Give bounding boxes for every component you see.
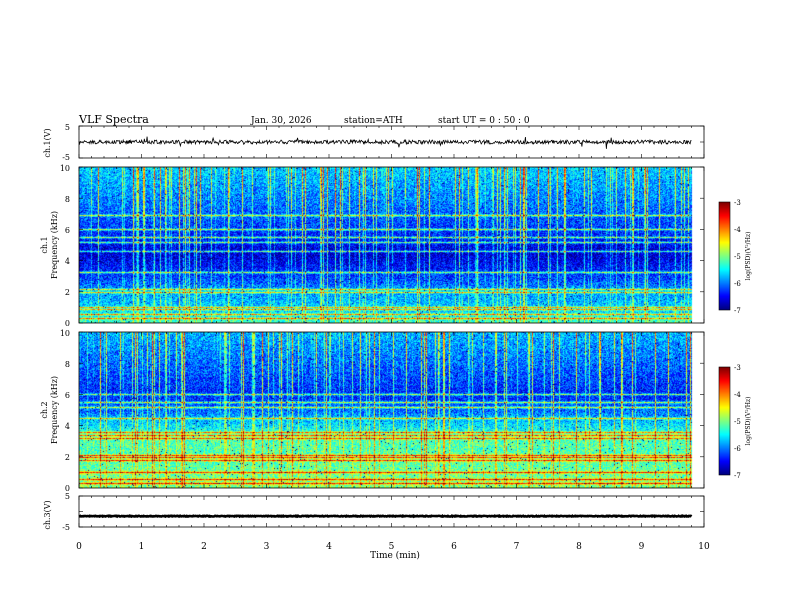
ch2-spectrogram-ticks	[78, 331, 705, 489]
ch1-spectrogram-ylabel-frequency: Frequency (kHz)	[50, 211, 59, 279]
ch1-colorbar-tick-minus4: -4	[734, 226, 741, 234]
ch1-colorbar-tick-minus7: -7	[734, 307, 741, 315]
ch1-colorbar-tick-minus3: -3	[734, 199, 741, 207]
figure-date: Jan. 30, 2026	[250, 116, 312, 126]
ch1-colorbar-gradient	[719, 202, 730, 310]
x-tick-label-4: 4	[326, 542, 332, 552]
ch2-ytick-label-6: 6	[65, 391, 70, 400]
ch2-spectrogram-ylabel-channel: ch.2	[40, 401, 49, 418]
ch1-colorbar: -3 -4 -5 -6 -7 log(PSD)(V²/Hz)	[718, 199, 752, 315]
ch1-ytick-label-8: 8	[65, 195, 70, 204]
x-axis: 0 1 2 3 4 5 6 7 8 9 10 Time (min)	[76, 542, 710, 561]
figure-title: VLF Spectra	[78, 113, 149, 126]
ch2-colorbar-frame	[718, 366, 731, 476]
ch3-ytick-label-5: 5	[65, 492, 70, 501]
x-tick-label-1: 1	[139, 542, 145, 552]
ch2-colorbar-tick-minus7: -7	[734, 472, 741, 480]
ch1-freq-tick-labels: 10 8 6 4 2 0	[60, 164, 70, 328]
ch3-ticks	[78, 495, 705, 528]
ch3-ytick-labels: 5 -5	[62, 492, 70, 532]
ch3-waveform-line	[78, 513, 693, 519]
ch1-waveform-line	[78, 136, 692, 149]
ch1-spectrogram-ticks	[78, 166, 705, 324]
ch2-ytick-label-4: 4	[65, 422, 70, 431]
ch1-ytick-label-minus5: -5	[62, 153, 70, 162]
ch2-colorbar-tick-minus6: -6	[734, 445, 741, 453]
ch2-colorbar-tick-minus4: -4	[734, 391, 741, 399]
ch2-colorbar-tick-minus3: -3	[734, 364, 741, 372]
x-tick-label-10: 10	[698, 542, 710, 552]
figure-station: station=ATH	[344, 116, 403, 126]
ch2-spectrogram-ylabel-frequency: Frequency (kHz)	[50, 376, 59, 444]
ch1-ytick-label-2: 2	[65, 288, 70, 297]
x-tick-label-0: 0	[76, 542, 82, 552]
ch1-colorbar-tick-minus6: -6	[734, 280, 741, 288]
x-tick-label-8: 8	[576, 542, 582, 552]
x-tick-label-5: 5	[389, 542, 395, 552]
ch1-waveform-series	[78, 136, 692, 149]
ch2-ytick-label-8: 8	[65, 360, 70, 369]
ch3-waveform-series	[78, 513, 693, 519]
x-axis-label: Time (min)	[370, 550, 420, 561]
ch1-colorbar-frame	[718, 201, 731, 311]
ch1-ticks	[78, 125, 705, 159]
x-tick-label-2: 2	[201, 542, 207, 552]
ch2-colorbar-label: log(PSD)(V²/Hz)	[745, 397, 752, 446]
ch2-ytick-label-2: 2	[65, 453, 70, 462]
ch2-colorbar-gradient	[719, 367, 730, 475]
ch2-freq-tick-labels: 10 8 6 4 2 0	[60, 329, 70, 493]
ch2-spectrogram-image	[79, 332, 704, 488]
ch1-ytick-label-6: 6	[65, 226, 70, 235]
ch2-colorbar: -3 -4 -5 -6 -7 log(PSD)(V²/Hz)	[718, 364, 752, 480]
ch1-ytick-label-4: 4	[65, 257, 70, 266]
ch2-ytick-label-10: 10	[60, 329, 70, 338]
x-tick-label-3: 3	[264, 542, 270, 552]
ch1-spectrogram-panel: 10 8 6 4 2 0 ch.1 Frequency (kHz) -3 -4 …	[40, 164, 752, 328]
ch1-spectrogram-image	[79, 167, 704, 323]
ch1-ytick-label-5: 5	[65, 123, 70, 132]
x-tick-label-9: 9	[639, 542, 645, 552]
x-tick-label-7: 7	[514, 542, 520, 552]
ch2-ytick-label-0: 0	[65, 484, 70, 493]
ch2-spectrogram-panel: 10 8 6 4 2 0 ch.2 Frequency (kHz) -3 -4 …	[40, 329, 752, 493]
figure-start-time: start UT = 0 : 50 : 0	[438, 116, 530, 126]
x-tick-labels: 0 1 2 3 4 5 6 7 8 9 10	[76, 542, 710, 552]
ch1-ylabel: ch.1(V)	[43, 128, 52, 157]
ch2-colorbar-tick-minus5: -5	[734, 418, 741, 426]
ch1-ytick-labels: 5 -5	[62, 123, 70, 162]
ch1-ytick-label-0: 0	[65, 319, 70, 328]
ch3-waveform-panel: 5 -5 ch.3(V)	[43, 492, 705, 532]
ch3-ylabel: ch.3(V)	[43, 500, 52, 529]
ch1-spectrogram-ylabel-channel: ch.1	[40, 236, 49, 253]
x-tick-label-6: 6	[451, 542, 457, 552]
ch1-colorbar-label: log(PSD)(V²/Hz)	[745, 232, 752, 281]
ch1-colorbar-tick-minus5: -5	[734, 253, 741, 261]
ch3-ytick-label-minus5: -5	[62, 523, 70, 532]
ch1-waveform-panel: 5 -5 ch.1(V)	[43, 123, 705, 162]
ch3-plot-frame	[78, 495, 705, 528]
ch1-ytick-label-10: 10	[60, 164, 70, 173]
